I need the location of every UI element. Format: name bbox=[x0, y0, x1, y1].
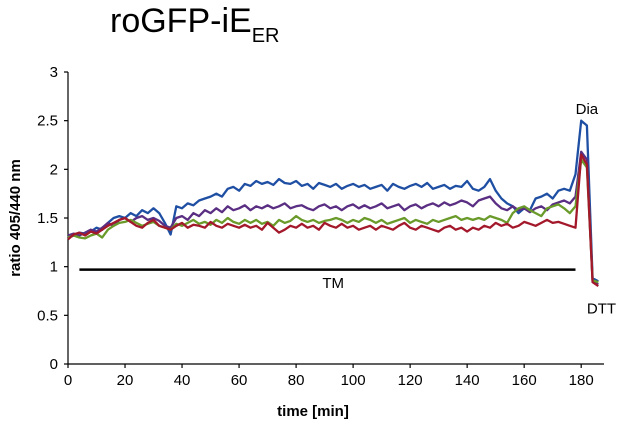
y-tick-label: 1 bbox=[50, 259, 58, 276]
x-tick-label: 40 bbox=[174, 372, 191, 389]
x-tick-label: 140 bbox=[455, 372, 480, 389]
x-tick-label: 100 bbox=[341, 372, 366, 389]
x-tick-label: 0 bbox=[64, 372, 72, 389]
chart-title-main: roGFP-iE bbox=[110, 2, 252, 40]
series-line-2 bbox=[67, 150, 599, 286]
y-tick-label: 2.5 bbox=[37, 113, 58, 130]
x-tick-label: 120 bbox=[398, 372, 423, 389]
dia-annotation: Dia bbox=[576, 101, 599, 118]
y-tick-label: 0.5 bbox=[37, 307, 58, 324]
x-axis-label: time [min] bbox=[277, 403, 349, 420]
y-tick-label: 1.5 bbox=[37, 210, 58, 227]
y-tick-label: 0 bbox=[50, 356, 58, 373]
series-line-1 bbox=[67, 119, 599, 283]
x-tick-label: 180 bbox=[569, 372, 594, 389]
y-tick-label: 3 bbox=[50, 64, 58, 81]
y-axis-label: ratio 405/440 nm bbox=[7, 159, 24, 277]
dtt-annotation: DTT bbox=[587, 301, 616, 318]
series-line-4 bbox=[67, 153, 599, 288]
tick-labels: 0 0.5 1 1.5 2 2.5 3 0 20 40 60 80 100 120 140 160 180 bbox=[37, 64, 594, 389]
x-tick-label: 80 bbox=[288, 372, 305, 389]
tm-annotation: TM bbox=[322, 275, 344, 292]
series-layer bbox=[67, 119, 599, 288]
chart-title-subscript: ER bbox=[251, 25, 280, 47]
chart-title: roGFP-iEER bbox=[110, 2, 279, 48]
x-tick-label: 20 bbox=[117, 372, 134, 389]
annotations: Dia TM DTT bbox=[79, 101, 616, 318]
y-tick-label: 2 bbox=[50, 161, 58, 178]
axes bbox=[64, 71, 604, 368]
x-tick-label: 160 bbox=[512, 372, 537, 389]
x-tick-label: 60 bbox=[231, 372, 248, 389]
